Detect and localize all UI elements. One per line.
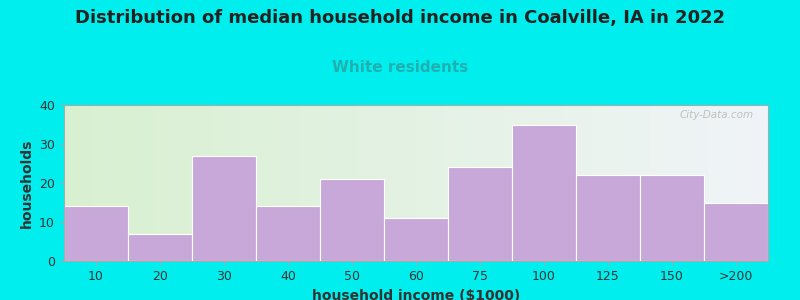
- X-axis label: household income ($1000): household income ($1000): [312, 289, 520, 300]
- Bar: [640, 175, 704, 261]
- Bar: [64, 206, 128, 261]
- Bar: [448, 167, 512, 261]
- Bar: [320, 179, 384, 261]
- Bar: [128, 234, 192, 261]
- Text: White residents: White residents: [332, 60, 468, 75]
- Bar: [704, 202, 768, 261]
- Y-axis label: households: households: [19, 138, 34, 228]
- Bar: [384, 218, 448, 261]
- Bar: [192, 156, 256, 261]
- Text: City-Data.com: City-Data.com: [680, 110, 754, 120]
- Bar: [512, 124, 576, 261]
- Bar: [256, 206, 320, 261]
- Bar: [576, 175, 640, 261]
- Text: Distribution of median household income in Coalville, IA in 2022: Distribution of median household income …: [75, 9, 725, 27]
